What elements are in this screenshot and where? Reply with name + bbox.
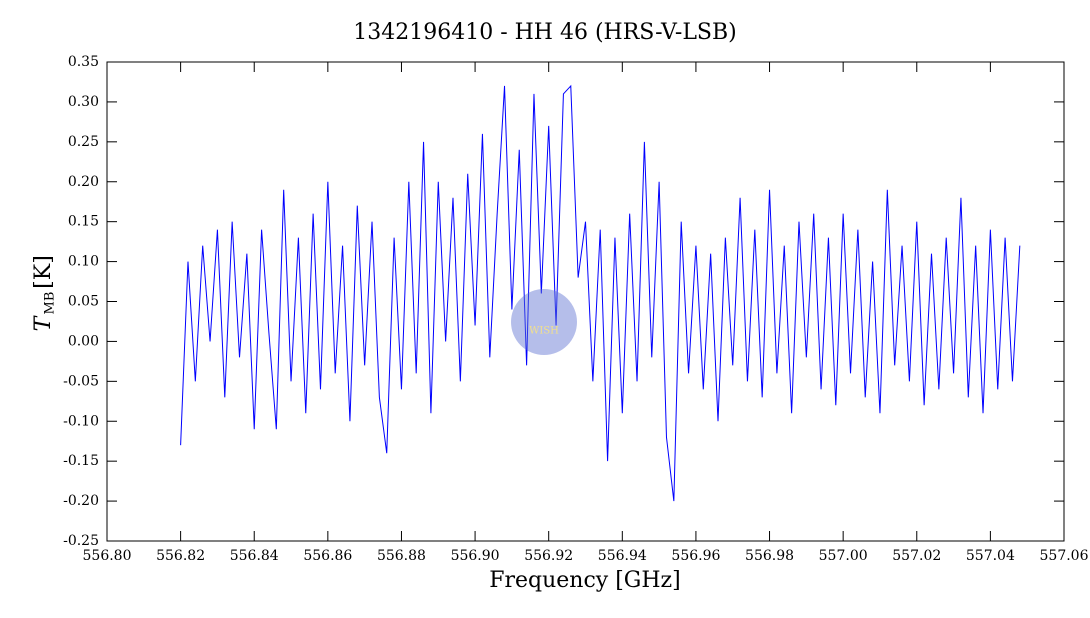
y-tick-label: -0.25	[63, 533, 99, 549]
y-tick-label: 0.15	[68, 214, 99, 230]
x-tick-label: 556.88	[377, 548, 426, 564]
x-tick-label: 557.02	[892, 548, 941, 564]
y-label-subscript: MB	[43, 292, 58, 315]
chart-title: 1342196410 - HH 46 (HRS-V-LSB)	[353, 20, 737, 45]
x-tick-label: 557.04	[966, 548, 1015, 564]
x-axis-label: Frequency [GHz]	[489, 568, 681, 593]
x-tick-label: 556.94	[598, 548, 647, 564]
x-tick-label: 556.96	[671, 548, 720, 564]
y-tick-label: -0.10	[63, 413, 99, 429]
y-axis-label: T MB [K]	[31, 255, 58, 331]
y-tick-label: 0.10	[68, 254, 99, 270]
y-tick-label: 0.00	[68, 333, 99, 349]
plot-area	[180, 84, 1021, 502]
x-tick-label: 556.84	[230, 548, 279, 564]
y-tick-label: 0.20	[68, 174, 99, 190]
spectrum-line	[180, 84, 1021, 502]
x-tick-label: 556.98	[745, 548, 794, 564]
y-tick-label: -0.15	[63, 453, 99, 469]
x-tick-label: 556.82	[156, 548, 205, 564]
y-tick-label: -0.05	[63, 373, 99, 389]
y-tick-label: 0.05	[68, 294, 99, 310]
y-label-unit: [K]	[31, 255, 56, 289]
y-tick-label: 0.35	[68, 54, 99, 70]
x-tick-label: 557.00	[819, 548, 868, 564]
x-tick-label: 556.92	[524, 548, 573, 564]
y-tick-label: 0.25	[68, 134, 99, 150]
x-tick-label: 556.80	[83, 548, 132, 564]
x-tick-label: 556.86	[303, 548, 352, 564]
watermark-logo	[511, 289, 577, 355]
y-tick-label: -0.20	[63, 493, 99, 509]
y-label-symbol: T	[31, 314, 56, 331]
x-tick-label: 557.06	[1040, 548, 1089, 564]
x-tick-label: 556.90	[451, 548, 500, 564]
watermark-text: WISH	[529, 326, 559, 337]
y-tick-label: 0.30	[68, 94, 99, 110]
